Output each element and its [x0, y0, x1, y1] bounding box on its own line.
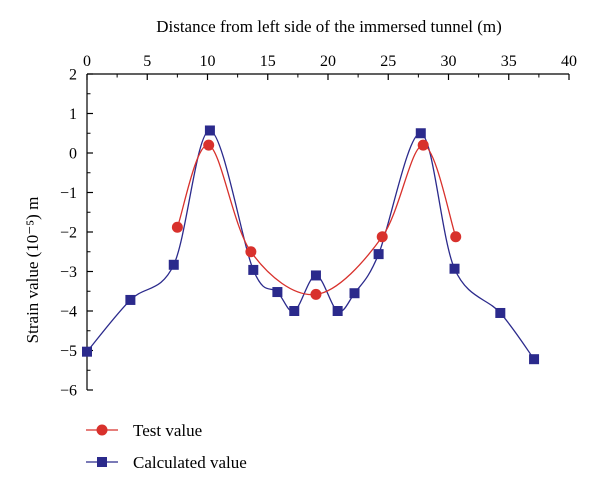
point-calculated-value [495, 307, 506, 318]
point-test-value [171, 221, 183, 233]
point-calculated-value [272, 287, 283, 298]
point-calculated-value [310, 270, 321, 281]
x-tick-label: 25 [380, 53, 396, 70]
point-calculated-value [529, 354, 540, 365]
point-calculated-value [373, 249, 384, 260]
x-tick-label: 40 [561, 53, 577, 70]
y-tick-label: 1 [69, 106, 77, 123]
point-test-value [450, 231, 462, 243]
point-calculated-value [125, 294, 136, 305]
point-calculated-value [204, 125, 215, 136]
x-tick-label: 0 [83, 53, 91, 70]
legend-marker-calculated-value [97, 457, 107, 467]
series-line-calculated-value [86, 129, 535, 360]
point-test-value [310, 288, 322, 300]
point-test-value [417, 139, 429, 151]
point-test-value [203, 139, 215, 151]
x-tick-label: 10 [200, 53, 216, 70]
point-calculated-value [248, 264, 259, 275]
point-calculated-value [82, 346, 92, 357]
point-test-value [376, 231, 388, 243]
x-tick-label: 15 [260, 53, 276, 70]
x-axis-title: Distance from left side of the immersed … [156, 17, 502, 36]
x-tick-label: 35 [501, 53, 517, 70]
y-tick-label: −5 [60, 343, 77, 360]
point-calculated-value [349, 288, 360, 299]
y-tick-label: −4 [60, 304, 77, 321]
y-tick-label: −3 [60, 264, 77, 281]
y-tick-label: −1 [60, 185, 77, 202]
series-markers [82, 125, 540, 365]
point-calculated-value [415, 128, 426, 139]
x-axis-ticks: 0 5 10 15 20 25 30 35 40 [83, 53, 577, 80]
y-tick-label: −2 [60, 225, 77, 242]
point-calculated-value [289, 306, 300, 316]
y-axis-ticks: 2 1 0 −1 −2 −3 −4 −5 −6 [60, 67, 93, 400]
y-tick-label: 0 [69, 146, 77, 163]
legend-marker-test-value [96, 424, 108, 436]
legend-label-test-value: Test value [133, 421, 202, 440]
legend-item-calculated-value: Calculated value [86, 453, 247, 472]
axes [86, 73, 569, 390]
point-calculated-value [332, 306, 343, 316]
x-tick-label: 30 [441, 53, 457, 70]
y-tick-label: 2 [69, 67, 77, 84]
x-tick-label: 20 [320, 53, 336, 70]
series-lines [86, 129, 535, 360]
legend-label-calculated-value: Calculated value [133, 453, 247, 472]
y-axis-title: Strain value (10⁻⁵) m [23, 197, 42, 344]
point-test-value [245, 246, 257, 258]
y-tick-label: −6 [60, 383, 77, 400]
legend-item-test-value: Test value [86, 421, 202, 440]
point-calculated-value [449, 263, 460, 274]
point-calculated-value [168, 259, 179, 270]
x-tick-label: 5 [143, 53, 151, 70]
legend: Test value Calculated value [86, 421, 247, 472]
